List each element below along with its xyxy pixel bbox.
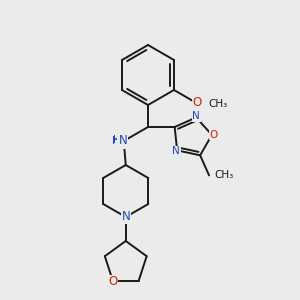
Text: CH₃: CH₃ (208, 99, 228, 109)
Text: H: H (113, 135, 121, 145)
Text: O: O (193, 97, 202, 110)
Text: CH₃: CH₃ (214, 170, 233, 180)
Text: N: N (192, 111, 200, 122)
Text: N: N (118, 134, 127, 148)
Text: O: O (108, 275, 117, 288)
Text: N: N (172, 146, 180, 156)
Text: N: N (118, 134, 127, 148)
Text: O: O (210, 130, 218, 140)
Text: N: N (122, 211, 130, 224)
Text: H: H (112, 136, 120, 146)
